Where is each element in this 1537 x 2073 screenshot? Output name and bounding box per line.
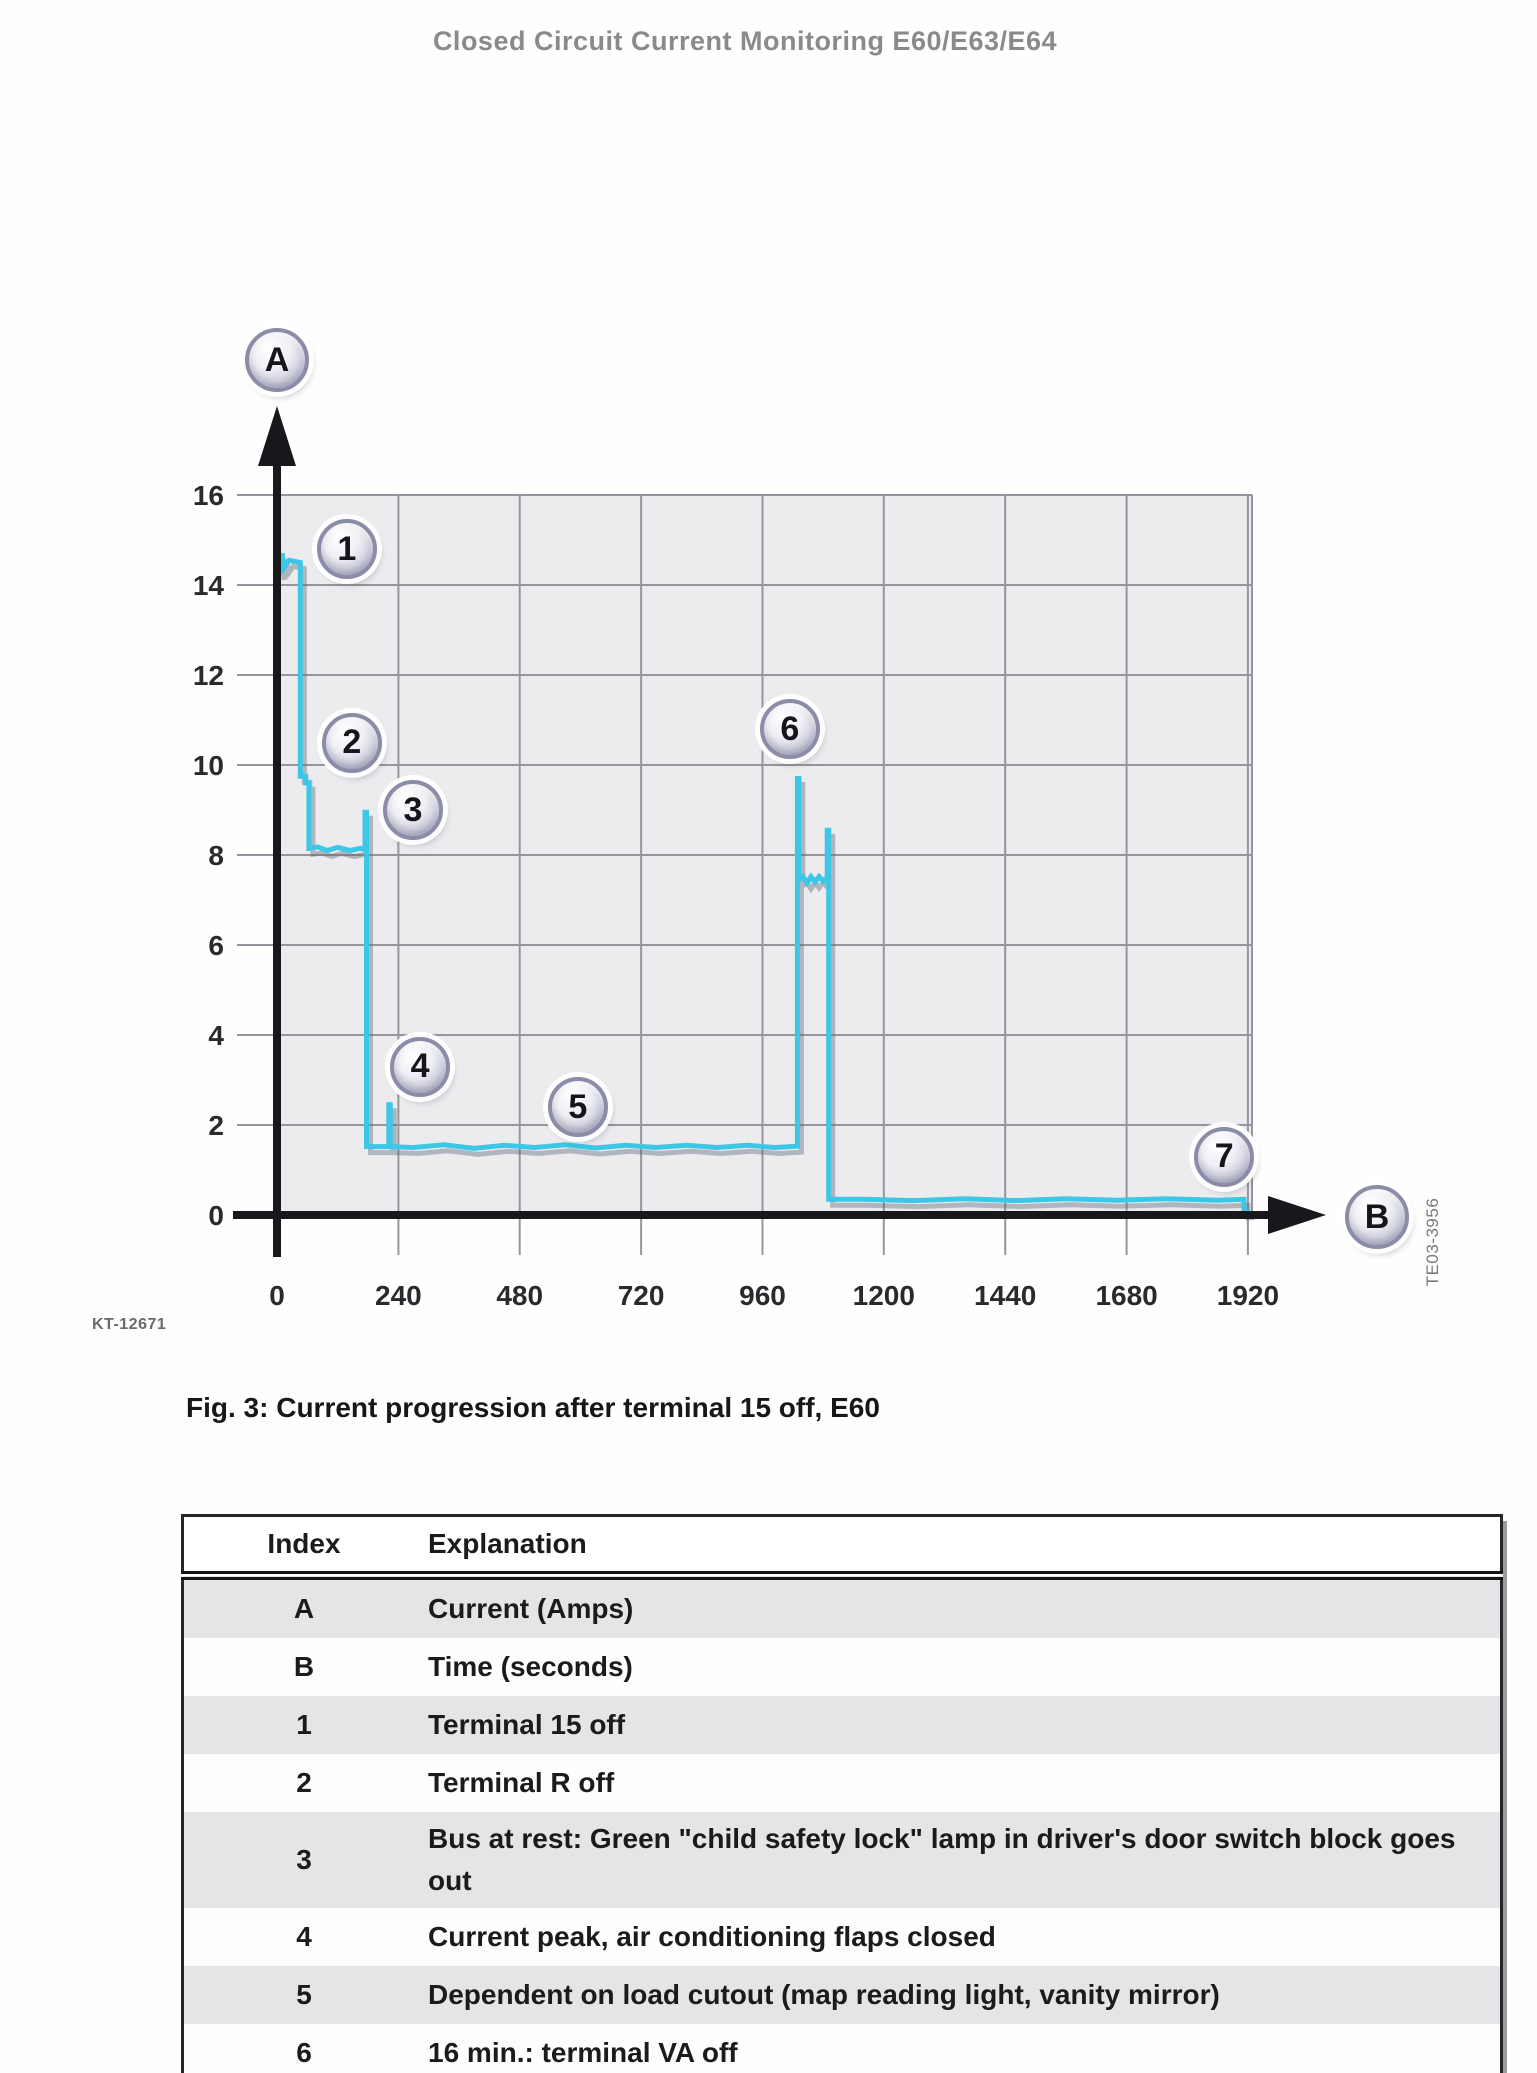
figure-chart: 0 240 480 720 960 1200 1440 1680 1920 0 2 4 6 8 10 12 14…	[92, 328, 1442, 1333]
svg-text:8: 8	[208, 840, 224, 871]
table-cell-explanation: Current peak, air conditioning flaps clo…	[428, 1921, 996, 1952]
svg-text:16: 16	[193, 480, 224, 511]
table-row: 5 Dependent on load cutout (map reading l…	[182, 1966, 1502, 2024]
callout-badge-6: 6	[759, 699, 820, 759]
callout-badge-5: 5	[547, 1077, 608, 1137]
callout-badge-2: 2	[321, 712, 382, 773]
explanation-table: Index Explanation A Current (Amps) B Time (…	[181, 1514, 1503, 2073]
callout-badge-3: 3	[383, 780, 443, 840]
table-cell-explanation: Bus at rest: Green "child safety lock" l…	[428, 1823, 1456, 1896]
table-cell-explanation: Current (Amps)	[428, 1593, 634, 1624]
table-row: 4 Current peak, air conditioning flaps cl…	[183, 1908, 1502, 1966]
callout-badge-4: 4	[390, 1036, 451, 1097]
svg-text:0: 0	[269, 1280, 285, 1311]
y-tick-labels: 0 2 4 6 8 10 12 14 16	[193, 480, 225, 1231]
callout-badge-7: 7	[1194, 1126, 1255, 1187]
table-header-index: Index	[182, 1515, 424, 1580]
table-row: 1 Terminal 15 off	[182, 1696, 1502, 1754]
svg-text:480: 480	[496, 1280, 543, 1311]
svg-text:1440: 1440	[974, 1280, 1036, 1311]
callout-badge-A: A	[245, 328, 309, 392]
svg-text:1680: 1680	[1095, 1280, 1157, 1311]
table-cell-explanation: Terminal R off	[428, 1767, 615, 1798]
table-header-explanation: Explanation	[424, 1515, 1502, 1580]
svg-text:1200: 1200	[853, 1280, 915, 1311]
x-axis	[233, 1196, 1326, 1234]
chart-canvas: 0 240 480 720 960 1200 1440 1680 192002468101214…	[193, 406, 1326, 1311]
y-axis	[258, 406, 296, 1257]
table-cell-index: 5	[296, 1979, 312, 2010]
table-row: A Current (Amps)	[182, 1575, 1502, 1638]
svg-text:10: 10	[193, 750, 224, 781]
svg-text:2: 2	[208, 1110, 224, 1141]
table-cell-explanation: Time (seconds)	[428, 1651, 633, 1682]
table-cell-index: 1	[296, 1709, 312, 1740]
table-row: 6 16 min.: terminal VA off	[183, 2024, 1502, 2073]
callout-badge-B: B	[1345, 1185, 1409, 1249]
table-cell-explanation: Dependent on load cutout (map reading li…	[428, 1979, 1220, 2010]
figure-caption: Fig. 3: Current progression after termin…	[186, 1392, 880, 1423]
svg-text:12: 12	[193, 660, 224, 691]
table-cell-index: 4	[296, 1921, 312, 1952]
doc-code: KT-12671	[92, 1316, 167, 1333]
svg-text:6: 6	[208, 930, 224, 961]
gridlines	[237, 494, 1253, 1255]
table-cell-index: B	[293, 1651, 315, 1682]
page-title: Closed Circuit Current Monitoring E60/E6…	[432, 26, 1058, 56]
table-cell-explanation: Terminal 15 off	[428, 1709, 626, 1740]
current-curve-shadow	[278, 554, 1255, 1221]
svg-text:4: 4	[208, 1020, 224, 1051]
x-axis-arrow	[1268, 1196, 1326, 1234]
svg-text:1920: 1920	[1217, 1280, 1279, 1311]
table-cell-index: 2	[296, 1767, 312, 1798]
svg-text:14: 14	[193, 570, 225, 601]
svg-text:0: 0	[208, 1200, 224, 1231]
svg-text:240: 240	[375, 1280, 422, 1311]
table-row: B Time (seconds)	[183, 1638, 1502, 1696]
table-cell-index: 3	[296, 1844, 312, 1875]
table-header: Index Explanation	[182, 1515, 1502, 1580]
svg-text:960: 960	[739, 1280, 786, 1311]
current-curve	[274, 548, 1251, 1215]
svg-text:720: 720	[618, 1280, 665, 1311]
x-tick-labels: 0 240 480 720 960 1200 1440 1680 1920	[269, 1280, 1279, 1311]
callout-badge-1: 1	[316, 519, 377, 579]
plot-code: TE03-3956	[1423, 1197, 1442, 1287]
table-cell-index: A	[293, 1593, 315, 1624]
y-axis-arrow	[258, 406, 296, 466]
table-cell-explanation: 16 min.: terminal VA off	[428, 2037, 738, 2068]
table-cell-index: 6	[296, 2037, 312, 2068]
table-row: 3 Bus at rest: Green "child safety lock" …	[182, 1812, 1502, 1908]
table-row: 2 Terminal R off	[183, 1754, 1502, 1812]
